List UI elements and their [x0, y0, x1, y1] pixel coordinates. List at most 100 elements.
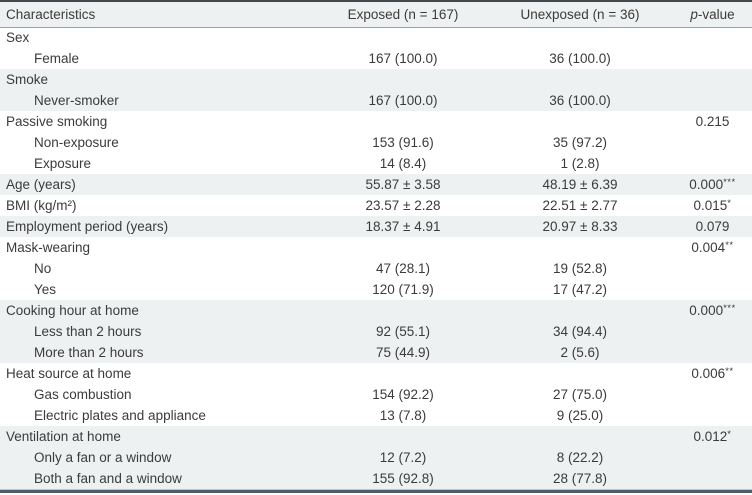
pvalue-cell: 0.006** — [679, 363, 752, 384]
table-row: Both a fan and a window 155 (92.8) 28 (7… — [0, 468, 752, 489]
unexposed-cell: 36 (100.0) — [549, 51, 611, 66]
characteristic-cell: Smoke — [6, 72, 49, 87]
exposed-cell: 47 (28.1) — [375, 261, 431, 276]
pvalue-significance-stars: * — [727, 198, 732, 209]
characteristic-cell: Gas combustion — [34, 387, 132, 402]
header-unexposed: Unexposed (n = 36) — [520, 6, 640, 22]
header-exposed: Exposed (n = 167) — [347, 6, 459, 22]
pvalue-cell: 0.000*** — [679, 174, 752, 195]
table-row: Exposure 14 (8.4) 1 (2.8) — [0, 153, 752, 174]
pvalue-significance-stars: * — [727, 429, 732, 440]
exposed-cell: 155 (92.8) — [372, 471, 434, 486]
exposed-cell: 18.37 ± 4.91 — [365, 219, 441, 234]
exposed-cell: 153 (91.6) — [372, 135, 434, 150]
header-row: Characteristics Exposed (n = 167) Unexpo… — [0, 2, 752, 27]
exposed-cell: 92 (55.1) — [375, 324, 431, 339]
characteristic-cell: Female — [34, 51, 80, 66]
pvalue-significance-stars: ** — [725, 366, 734, 377]
pvalue-cell — [679, 279, 752, 300]
table-row: Yes 120 (71.9) 17 (47.2) — [0, 279, 752, 300]
exposed-cell — [325, 27, 481, 48]
unexposed-cell: 9 (25.0) — [556, 408, 604, 423]
unexposed-cell — [481, 237, 679, 258]
exposed-cell: 167 (100.0) — [368, 51, 438, 66]
unexposed-cell — [481, 111, 679, 132]
exposed-cell: 55.87 ± 3.58 — [365, 177, 441, 192]
exposed-cell: 14 (8.4) — [379, 156, 427, 171]
unexposed-cell — [481, 426, 679, 447]
exposed-cell: 23.57 ± 2.28 — [365, 198, 441, 213]
exposed-cell — [325, 426, 481, 447]
pvalue-text: 0.079 — [695, 219, 730, 234]
characteristic-cell: Sex — [6, 30, 30, 46]
unexposed-cell — [481, 300, 679, 321]
exposed-cell: 120 (71.9) — [372, 282, 434, 297]
exposed-cell — [325, 300, 481, 321]
table-row: Smoke — [0, 69, 752, 90]
pvalue-cell: 0.012* — [679, 426, 752, 447]
table-row: Ventilation at home 0.012* — [0, 426, 752, 447]
pvalue-cell — [679, 321, 752, 342]
exposed-cell: 167 (100.0) — [368, 93, 438, 108]
pvalue-text: 0.000 — [689, 303, 724, 318]
unexposed-cell: 27 (75.0) — [552, 387, 608, 402]
bottom-rule-light — [0, 489, 752, 490]
unexposed-cell: 22.51 ± 2.77 — [542, 198, 618, 213]
table-row: Gas combustion 154 (92.2) 27 (75.0) — [0, 384, 752, 405]
characteristic-cell: Mask-wearing — [6, 240, 91, 255]
unexposed-cell: 48.19 ± 6.39 — [542, 177, 618, 192]
pvalue-cell — [679, 27, 752, 48]
table-row: Non-exposure 153 (91.6) 35 (97.2) — [0, 132, 752, 153]
pvalue-text: 0.004 — [691, 240, 726, 255]
table-body: Sex Female 167 (100.0) 36 (100.0) Smoke … — [0, 27, 752, 489]
unexposed-cell: 34 (94.4) — [552, 324, 608, 339]
pvalue-significance-stars: *** — [723, 303, 736, 314]
characteristic-cell: Cooking hour at home — [6, 303, 139, 318]
unexposed-cell — [481, 69, 679, 90]
pvalue-text: 0.000 — [689, 177, 724, 192]
pvalue-cell — [679, 48, 752, 69]
table-row: Less than 2 hours 92 (55.1) 34 (94.4) — [0, 321, 752, 342]
pvalue-text: 0.015 — [693, 198, 728, 213]
table-row: More than 2 hours 75 (44.9) 2 (5.6) — [0, 342, 752, 363]
characteristic-cell: Exposure — [34, 156, 92, 171]
characteristic-cell: Both a fan and a window — [34, 471, 182, 486]
pvalue-cell — [679, 153, 752, 174]
exposed-cell: 75 (44.9) — [375, 345, 431, 360]
characteristic-cell: Ventilation at home — [6, 429, 121, 444]
pvalue-text: 0.012 — [693, 429, 728, 444]
exposed-cell — [325, 237, 481, 258]
characteristic-cell: BMI (kg/m²) — [6, 198, 77, 213]
characteristic-cell: Age (years) — [6, 177, 76, 192]
table-row: Electric plates and appliance 13 (7.8) 9… — [0, 405, 752, 426]
characteristic-cell: Yes — [34, 282, 57, 297]
table-header: Characteristics Exposed (n = 167) Unexpo… — [0, 2, 752, 27]
unexposed-cell — [481, 363, 679, 384]
unexposed-cell: 36 (100.0) — [549, 93, 611, 108]
exposed-cell — [325, 363, 481, 384]
table-row: BMI (kg/m²) 23.57 ± 2.28 22.51 ± 2.77 0.… — [0, 195, 752, 216]
pvalue-significance-stars: ** — [725, 240, 734, 251]
header-pvalue: p-value — [679, 2, 752, 27]
characteristic-cell: No — [34, 261, 52, 276]
pvalue-cell: 0.079 — [679, 216, 752, 237]
table-row: Mask-wearing 0.004** — [0, 237, 752, 258]
pvalue-cell: 0.004** — [679, 237, 752, 258]
table-row: Never-smoker 167 (100.0) 36 (100.0) — [0, 90, 752, 111]
pvalue-cell: 0.015* — [679, 195, 752, 216]
pvalue-cell — [679, 69, 752, 90]
table-row: Passive smoking 0.215 — [0, 111, 752, 132]
unexposed-cell: 28 (77.8) — [552, 471, 608, 486]
characteristic-cell: Passive smoking — [6, 114, 108, 129]
exposed-cell: 12 (7.2) — [379, 450, 427, 465]
pvalue-rest: -value — [697, 6, 735, 22]
unexposed-cell: 8 (22.2) — [556, 450, 604, 465]
pvalue-significance-stars: *** — [723, 177, 736, 188]
characteristic-cell: Less than 2 hours — [34, 324, 142, 339]
unexposed-cell: 1 (2.8) — [560, 156, 600, 171]
table-row: Employment period (years) 18.37 ± 4.91 2… — [0, 216, 752, 237]
table-row: Sex — [0, 27, 752, 48]
characteristic-cell: Only a fan or a window — [34, 450, 172, 465]
pvalue-text: 0.215 — [695, 114, 730, 129]
